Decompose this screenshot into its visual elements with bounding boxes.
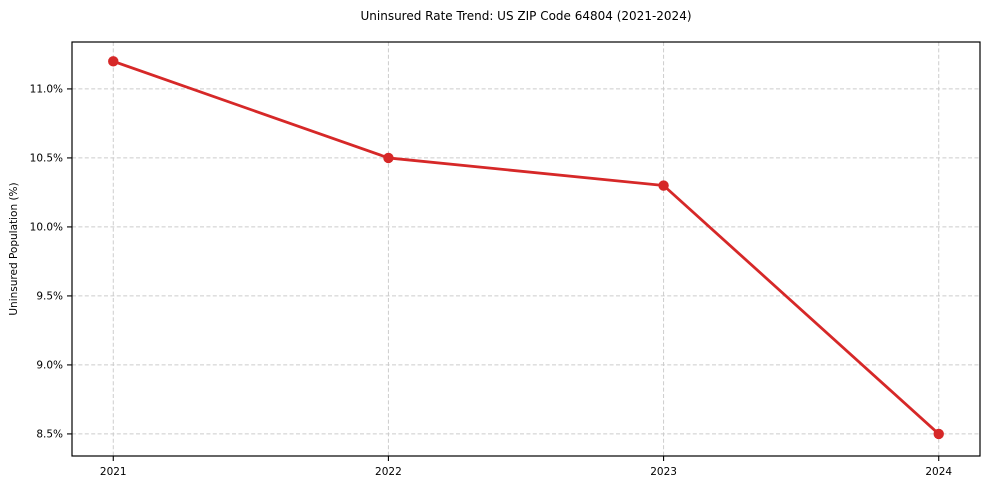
trend-line — [111, 59, 941, 436]
y-tick-label: 10.0% — [30, 222, 63, 234]
data-point-marker — [933, 428, 944, 440]
y-tick-label: 11.0% — [30, 84, 63, 96]
x-tick-label: 2021 — [100, 466, 127, 478]
x-tick-label: 2024 — [925, 466, 952, 478]
y-tick-label: 9.5% — [36, 291, 63, 303]
x-tick-label: 2022 — [375, 466, 402, 478]
data-point-marker — [383, 152, 394, 164]
y-tick-label: 9.0% — [36, 360, 63, 372]
chart-title: Uninsured Rate Trend: US ZIP Code 64804 … — [360, 9, 692, 23]
data-point-marker — [658, 180, 669, 191]
data-point-marker — [108, 56, 119, 67]
y-tick-label: 8.5% — [36, 429, 63, 441]
y-tick-label: 10.5% — [30, 153, 63, 165]
x-tick-label: 2023 — [650, 466, 677, 478]
plot-border — [71, 41, 981, 457]
